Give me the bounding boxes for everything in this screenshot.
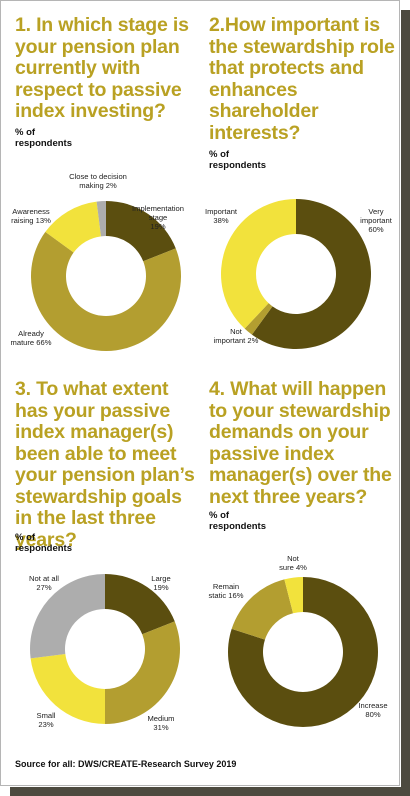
chart-2-slice-1: [251, 199, 371, 349]
chart-2-label-2: Not important 2%: [214, 327, 259, 345]
chart-3-slice-3: [30, 654, 105, 724]
chart-3-title: 3. To what extent has your passive index…: [15, 378, 195, 551]
chart-1-label-3: Awareness raising 13%: [11, 207, 51, 225]
chart-2-slice-3: [221, 199, 296, 329]
chart-3-slice-4: [30, 574, 105, 659]
chart-4-label-3: Not sure 4%: [279, 554, 307, 572]
chart-3-subtitle: % of respondents: [15, 532, 73, 554]
card-shadow-bottom: [10, 787, 410, 796]
chart-1-subtitle: % of respondents: [15, 127, 73, 149]
chart-1-label-4: Close to decision making 2%: [69, 172, 127, 190]
chart-3-donut: Large 19% Medium 31% Small 23% Not at all 27%: [29, 574, 181, 732]
chart-3-label-3: Small 23%: [37, 711, 56, 729]
chart-4-donut: Increase 80% Remain static 16% Not sure 4%: [208, 554, 388, 727]
chart-4-slice-1: [228, 577, 378, 727]
chart-4-label-1: Increase 80%: [358, 701, 387, 719]
chart-3-label-2: Medium 31%: [147, 714, 174, 732]
chart-4-title: 4. What will happen to your stewardship …: [209, 378, 392, 508]
chart-1-slice-3: [45, 201, 101, 253]
chart-3-label-1: Large 19%: [151, 574, 170, 592]
chart-2-donut: Very important 60% Not important 2% Important…: [205, 199, 393, 349]
chart-3-slice-2: [105, 621, 181, 724]
chart-2-slice-2: [244, 303, 273, 335]
chart-4-subtitle: % of respondents: [209, 510, 267, 532]
chart-1-label-2: Already mature 66%: [11, 329, 52, 347]
chart-1-donut: Implementation stage 19% Already mature 66% A…: [11, 172, 184, 351]
chart-3-slice-1: [105, 574, 175, 635]
chart-2-label-3: Important 38%: [205, 207, 238, 225]
source-note: Source for all: DWS/CREATE-Research Surv…: [15, 759, 237, 769]
infographic-card: 1. In which stage is your pension plan c…: [0, 0, 400, 786]
chart-1-title: 1. In which stage is your pension plan c…: [15, 14, 189, 122]
chart-4-slice-3: [284, 577, 303, 614]
chart-3-label-4: Not at all 27%: [29, 574, 59, 592]
chart-2-title: 2.How important is the stewardship role …: [209, 14, 395, 144]
chart-1-slice-2: [31, 231, 182, 351]
chart-1-label-1: Implementation stage 19%: [132, 204, 184, 231]
chart-1-slice-4: [96, 201, 106, 237]
chart-2-subtitle: % of respondents: [209, 149, 267, 171]
chart-1-slice-1: [106, 201, 176, 262]
chart-4-slice-2: [231, 579, 294, 640]
chart-2-label-1: Very important 60%: [360, 207, 393, 234]
chart-4-label-2: Remain static 16%: [208, 582, 243, 600]
card-shadow-right: [401, 10, 410, 796]
